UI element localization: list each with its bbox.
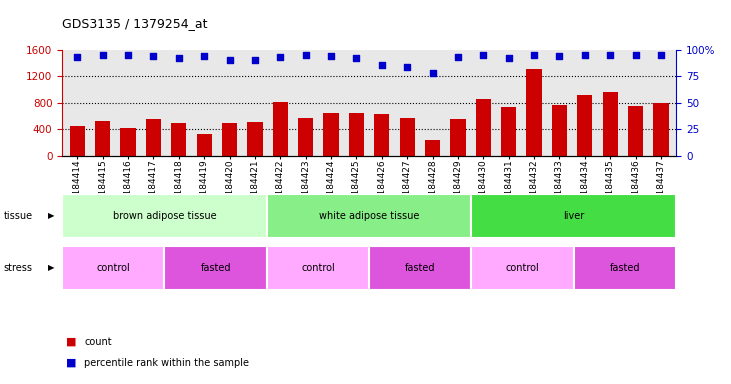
Point	[198, 53, 210, 60]
Bar	[146, 119, 161, 156]
Bar	[654, 103, 669, 156]
Bar	[450, 119, 466, 156]
Bar	[171, 123, 186, 156]
Bar	[425, 140, 440, 156]
Point	[351, 55, 363, 61]
Point	[122, 52, 134, 58]
Text: fasted: fasted	[200, 263, 231, 273]
Bar	[324, 113, 338, 156]
Point	[452, 54, 463, 60]
Point	[224, 58, 235, 64]
Bar	[197, 134, 212, 156]
Bar	[526, 69, 542, 156]
Bar	[602, 92, 618, 156]
Bar	[95, 121, 110, 156]
Bar	[400, 118, 414, 156]
Point	[629, 52, 641, 58]
Text: control: control	[301, 263, 335, 273]
Text: stress: stress	[4, 263, 33, 273]
Text: control: control	[96, 263, 130, 273]
Point	[325, 53, 337, 60]
Point	[605, 52, 616, 58]
Text: GDS3135 / 1379254_at: GDS3135 / 1379254_at	[62, 17, 208, 30]
Text: tissue: tissue	[4, 211, 33, 221]
Point	[529, 52, 540, 58]
Bar	[552, 105, 567, 156]
Point	[477, 52, 489, 58]
Bar	[247, 122, 262, 156]
Text: white adipose tissue: white adipose tissue	[319, 211, 420, 221]
Point	[173, 55, 185, 61]
Text: ▶: ▶	[48, 212, 55, 220]
Bar	[349, 113, 364, 156]
Point	[300, 52, 311, 58]
Bar	[222, 123, 238, 156]
Point	[401, 64, 413, 70]
Text: brown adipose tissue: brown adipose tissue	[113, 211, 216, 221]
Bar	[273, 102, 288, 156]
Text: fasted: fasted	[405, 263, 436, 273]
Text: count: count	[84, 337, 112, 347]
Bar	[69, 126, 85, 156]
Text: fasted: fasted	[610, 263, 640, 273]
Point	[376, 62, 387, 68]
Text: liver: liver	[563, 211, 585, 221]
Bar	[374, 114, 390, 156]
Point	[275, 54, 287, 60]
Bar	[298, 118, 314, 156]
Text: ■: ■	[66, 337, 76, 347]
Point	[249, 58, 261, 64]
Text: ■: ■	[66, 358, 76, 368]
Text: ▶: ▶	[48, 263, 55, 272]
Point	[427, 70, 439, 76]
Point	[503, 55, 515, 61]
Bar	[476, 99, 491, 156]
Bar	[577, 95, 592, 156]
Point	[655, 52, 667, 58]
Point	[72, 54, 83, 60]
Bar	[121, 128, 136, 156]
Point	[97, 52, 109, 58]
Point	[148, 53, 159, 60]
Bar	[628, 106, 643, 156]
Text: percentile rank within the sample: percentile rank within the sample	[84, 358, 249, 368]
Text: control: control	[506, 263, 539, 273]
Point	[579, 52, 591, 58]
Point	[553, 53, 565, 60]
Bar	[501, 108, 516, 156]
